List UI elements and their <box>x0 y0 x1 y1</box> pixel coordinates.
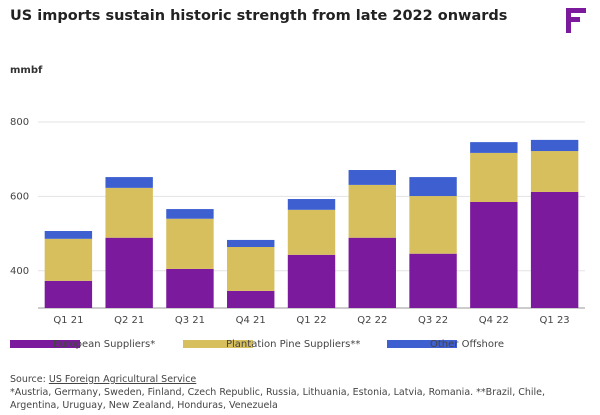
y-axis-label: mmbf <box>10 65 43 76</box>
bar-segment <box>105 237 153 308</box>
chart-title: US imports sustain historic strength fro… <box>10 8 507 24</box>
bar-segment <box>105 177 153 188</box>
legend-label: Plantation Pine Suppliers** <box>226 339 360 350</box>
bar-segment <box>348 170 396 185</box>
bar-segment <box>348 184 396 238</box>
bar-segment <box>44 238 93 281</box>
bar-segment <box>530 191 579 308</box>
y-tick-label: 800 <box>10 117 29 128</box>
bar-segment <box>530 139 579 152</box>
x-tick-label: Q3 22 <box>418 315 448 326</box>
bar-segment <box>44 231 93 239</box>
bar-segment <box>287 199 336 210</box>
x-tick-label: Q2 22 <box>357 315 387 326</box>
y-tick-label: 400 <box>10 266 29 277</box>
bar-segment <box>287 209 336 255</box>
footer: Source: US Foreign Agricultural Service … <box>10 373 595 412</box>
bar-segment <box>227 247 275 291</box>
legend-swatch <box>387 340 457 348</box>
chart: US imports sustain historic strength fro… <box>10 8 586 350</box>
bar-segment <box>470 152 518 202</box>
x-tick-label: Q4 22 <box>479 315 509 326</box>
bar-segment <box>287 254 336 308</box>
y-tick-label: 600 <box>10 191 29 202</box>
footnote: *Austria, Germany, Sweden, Finland, Czec… <box>10 387 546 411</box>
bar-segment <box>409 177 457 197</box>
bar-segment <box>166 218 214 269</box>
bar-segment <box>166 268 214 308</box>
legend-label: European Suppliers* <box>53 339 155 350</box>
x-tick-label: Q3 21 <box>175 315 205 326</box>
x-tick-label: Q1 23 <box>540 315 570 326</box>
bar-segment <box>44 280 93 308</box>
legend-swatch <box>10 340 80 348</box>
source-link[interactable]: US Foreign Agricultural Service <box>48 374 197 385</box>
bar-segment <box>470 142 518 153</box>
source-label: Source: <box>10 374 46 385</box>
logo <box>566 8 586 33</box>
bar-segment <box>409 253 457 308</box>
legend-label: Other Offshore <box>430 339 504 350</box>
bar-segment <box>470 202 518 308</box>
bar-segment <box>348 237 396 308</box>
bar-segment <box>227 290 275 308</box>
x-tick-label: Q1 22 <box>296 315 326 326</box>
bar-segment <box>409 196 457 254</box>
bar-segment <box>227 239 275 248</box>
bar-segment <box>105 187 153 238</box>
bar-segment <box>530 151 579 192</box>
x-tick-label: Q4 21 <box>236 315 266 326</box>
x-tick-label: Q1 21 <box>53 315 83 326</box>
legend-swatch <box>183 340 253 348</box>
x-tick-label: Q2 21 <box>114 315 144 326</box>
bar-segment <box>166 209 214 219</box>
